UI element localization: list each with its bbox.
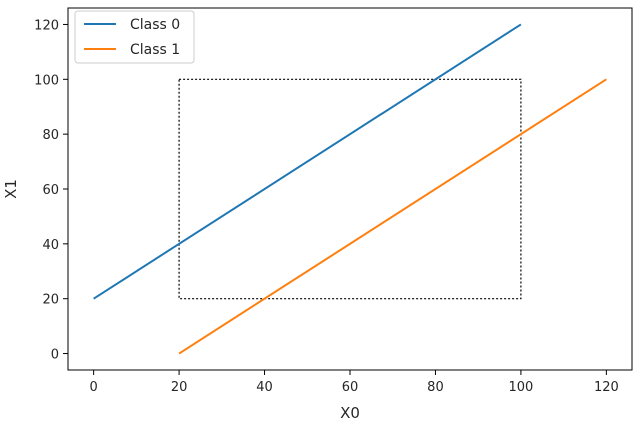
series-line-class-1 (178, 78, 607, 355)
y-axis: 0 20 40 60 80 100 120 (34, 18, 68, 363)
y-tick-label: 60 (42, 183, 59, 198)
x-tick-label: 80 (427, 380, 444, 395)
y-tick-label: 120 (34, 18, 59, 33)
x-tick-label: 120 (594, 380, 619, 395)
x-tick-label: 40 (256, 380, 273, 395)
y-tick-label: 80 (42, 128, 59, 143)
x-tick-label: 100 (508, 380, 533, 395)
x-axis: 0 20 40 60 80 100 120 (89, 370, 619, 395)
legend: Class 0 Class 1 (74, 10, 195, 64)
series-line-class-0 (93, 23, 522, 300)
x-tick-label: 0 (89, 380, 97, 395)
x-tick-label: 20 (171, 380, 188, 395)
dotted-region-rectangle (178, 78, 522, 300)
x-tick-label: 60 (342, 380, 359, 395)
y-tick-label: 40 (42, 238, 59, 253)
y-axis-label: X1 (2, 179, 20, 199)
series-lines (93, 23, 607, 355)
y-tick-label: 0 (51, 348, 59, 363)
annotations (178, 78, 522, 300)
y-tick-label: 100 (34, 73, 59, 88)
legend-label-class-0: Class 0 (130, 17, 180, 33)
y-tick-label: 20 (42, 293, 59, 308)
legend-label-class-1: Class 1 (130, 42, 180, 58)
x-axis-label: X0 (340, 404, 360, 422)
